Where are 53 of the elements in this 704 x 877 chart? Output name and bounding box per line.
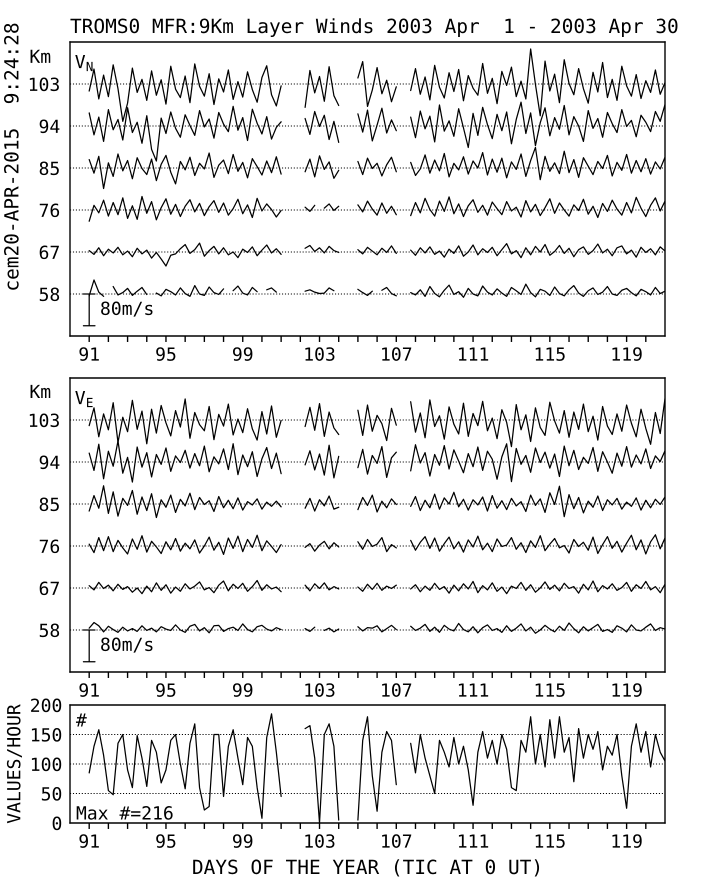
y-tick-label: 200 (31, 698, 62, 712)
y-tick-label: 67 (40, 582, 59, 596)
y-tick-label: 94 (40, 456, 60, 470)
x-tick-label: 115 (536, 683, 565, 697)
x-tick-label: 91 (79, 683, 99, 697)
series-label: 80m/s (101, 637, 153, 653)
x-tick-label: 115 (536, 347, 565, 361)
x-tick-label: 95 (156, 347, 176, 361)
x-tick-label: 91 (79, 347, 99, 361)
y-tick-label: 94 (40, 120, 60, 134)
text: cem20-APR-2015 9:24:28 (4, 24, 19, 290)
annotation: V$_{E}$ (75, 390, 93, 408)
series-label: 80m/s (101, 301, 153, 317)
x-tick-label: 115 (536, 834, 565, 848)
y-tick-label: 76 (40, 204, 60, 218)
y-axis-title: Km (30, 384, 50, 398)
y-tick-label: 76 (40, 540, 60, 554)
x-tick-label: 103 (305, 683, 334, 697)
y-tick-label: 58 (40, 288, 60, 302)
chart-title: TROMS0 MFR:9Km Layer Winds 2003 Apr 1 - 2003 Apr 30 (70, 18, 678, 38)
x-tick-label: 107 (382, 834, 412, 848)
y-tick-label: 67 (40, 246, 59, 260)
y-tick-label: 103 (30, 78, 59, 92)
annotation: Max #=216 (76, 806, 173, 820)
y-tick-label: 50 (42, 787, 62, 801)
x-tick-label: 103 (305, 834, 334, 848)
x-tick-label: 95 (156, 834, 176, 848)
y-tick-label: 0 (52, 816, 62, 830)
y-tick-label: 103 (30, 414, 59, 428)
x-tick-label: 107 (382, 347, 412, 361)
x-axis-title: DAYS OF THE YEAR (TIC AT 0 UT) (193, 859, 540, 877)
x-tick-label: 99 (232, 834, 252, 848)
y-tick-label: 150 (32, 728, 62, 742)
y-tick-label: 85 (40, 162, 59, 176)
x-tick-label: 111 (458, 834, 488, 848)
x-tick-label: 99 (232, 683, 252, 697)
x-tick-label: 119 (612, 683, 642, 697)
annotation: V$_{N}$ (75, 54, 93, 72)
x-tick-label: 103 (305, 347, 334, 361)
annotation: # (76, 714, 87, 726)
x-tick-label: 99 (232, 347, 252, 361)
x-tick-label: 119 (612, 834, 642, 848)
x-tick-label: 95 (156, 683, 176, 697)
x-tick-label: 111 (458, 347, 488, 361)
x-tick-label: 111 (458, 683, 488, 697)
y-tick-label: 100 (32, 758, 62, 772)
y-axis-title: Km (30, 50, 50, 63)
x-tick-label: 91 (79, 834, 99, 848)
y-tick-label: 58 (40, 624, 60, 638)
x-tick-label: 119 (612, 347, 642, 361)
y-axis-title: VALUES/HOUR (6, 704, 22, 824)
y-tick-label: 85 (40, 498, 59, 512)
x-tick-label: 107 (382, 683, 412, 697)
